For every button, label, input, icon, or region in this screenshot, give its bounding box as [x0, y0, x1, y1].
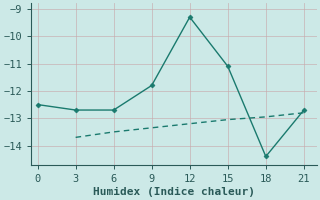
X-axis label: Humidex (Indice chaleur): Humidex (Indice chaleur)	[93, 186, 255, 197]
